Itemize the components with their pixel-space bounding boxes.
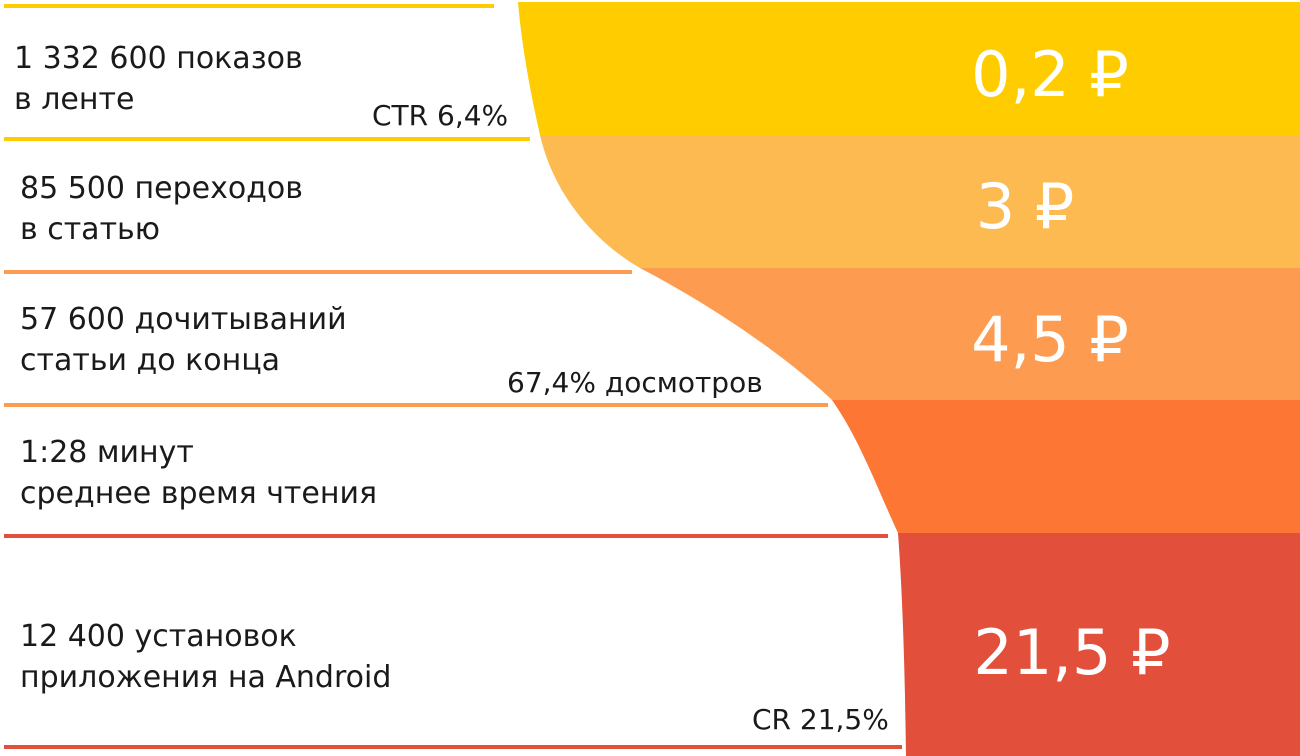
funnel-band-reads (640, 268, 1300, 400)
price-installs: 21,5 ₽ (973, 616, 1171, 689)
funnel-band-read-time (832, 400, 1300, 533)
price-clicks: 3 ₽ (975, 170, 1075, 243)
funnel-band-clicks (540, 135, 1300, 268)
read-rate-annotation: 67,4% досмотров (507, 366, 763, 399)
price-impressions: 0,2 ₽ (971, 38, 1129, 111)
stage-count: 1:28 минут (20, 435, 194, 470)
stage-description: приложения на Android (20, 660, 392, 695)
ctr-annotation: CTR 6,4% (372, 99, 509, 132)
funnel-band-impressions (518, 2, 1300, 135)
price-reads: 4,5 ₽ (971, 303, 1129, 376)
stage-label-reads: 57 600 дочитываний статьи до конца (20, 299, 347, 381)
stage-count: 57 600 дочитываний (20, 302, 347, 337)
funnel-band-installs (898, 533, 1300, 756)
cr-annotation: CR 21,5% (752, 703, 889, 736)
stage-label-impressions: 1 332 600 показов в ленте (14, 38, 303, 120)
stage-description: в ленте (14, 82, 135, 117)
stage-description: среднее время чтения (20, 476, 378, 511)
stage-label-clicks: 85 500 переходов в статью (20, 168, 303, 250)
stage-count: 1 332 600 показов (14, 41, 303, 76)
stage-description: статьи до конца (20, 343, 281, 378)
stage-count: 85 500 переходов (20, 171, 303, 206)
stage-description: в статью (20, 212, 160, 247)
stage-label-installs: 12 400 установок приложения на Android (20, 616, 391, 698)
stage-count: 12 400 установок (20, 619, 297, 654)
stage-label-read-time: 1:28 минут среднее время чтения (20, 432, 377, 514)
